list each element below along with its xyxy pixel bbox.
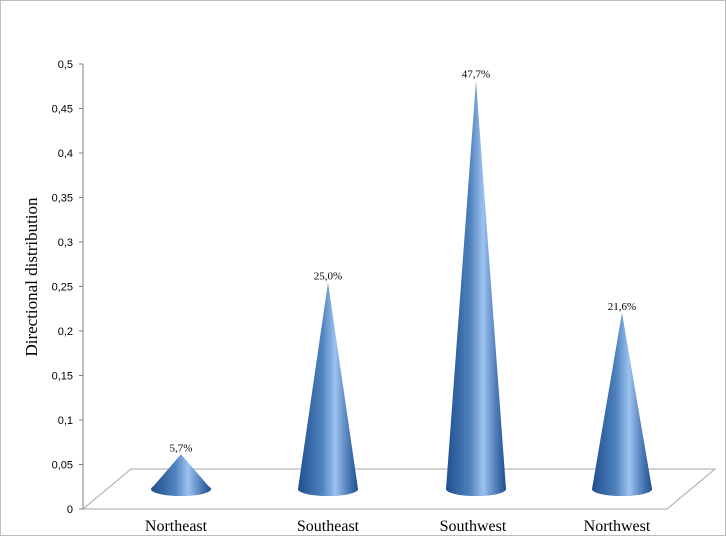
y-tick-label: 0,25 bbox=[52, 282, 73, 294]
x-category-label: Southwest bbox=[440, 518, 507, 535]
floor-plane bbox=[81, 468, 717, 510]
data-label: 21,6% bbox=[608, 301, 636, 313]
cone-northeast: 5,7% bbox=[151, 442, 211, 496]
x-category-label: Southeast bbox=[297, 518, 360, 535]
chart-floor bbox=[81, 468, 717, 510]
cone-southwest: 47,7% bbox=[446, 68, 506, 496]
y-tick-label: 0 bbox=[67, 504, 73, 516]
data-label: 25,0% bbox=[314, 271, 342, 283]
y-tick-label: 0,2 bbox=[58, 326, 73, 338]
data-label: 47,7% bbox=[462, 68, 490, 80]
cone-northwest: 21,6% bbox=[592, 301, 652, 496]
cone-series: 5,7% 25,0% 47,7% 21,6% bbox=[151, 68, 652, 496]
cone-body bbox=[446, 80, 506, 496]
x-category-label: Northeast bbox=[145, 518, 208, 535]
x-axis-labels: Northeast Southeast Southwest Northwest bbox=[145, 518, 651, 535]
x-category-label: Northwest bbox=[584, 518, 651, 535]
y-axis: 0 0,05 0,1 0,15 0,2 0,25 0,3 0,35 0,4 0,45 0,5 bbox=[52, 59, 84, 516]
y-tick-label: 0,05 bbox=[52, 460, 73, 472]
cone-body bbox=[592, 312, 652, 496]
cone-southeast: 25,0% bbox=[298, 271, 358, 496]
cone-body bbox=[151, 454, 211, 496]
y-tick-label: 0,5 bbox=[58, 59, 73, 71]
data-label: 5,7% bbox=[170, 442, 193, 454]
y-tick-label: 0,1 bbox=[58, 415, 73, 427]
y-tick-label: 0,4 bbox=[58, 148, 73, 160]
y-axis-title: Directional distribution bbox=[22, 197, 41, 357]
y-tick-label: 0,35 bbox=[52, 193, 73, 205]
y-tick-label: 0,3 bbox=[58, 237, 73, 249]
cone-body bbox=[298, 282, 358, 496]
y-tick-label: 0,45 bbox=[52, 104, 73, 116]
y-tick-label: 0,15 bbox=[52, 371, 73, 383]
